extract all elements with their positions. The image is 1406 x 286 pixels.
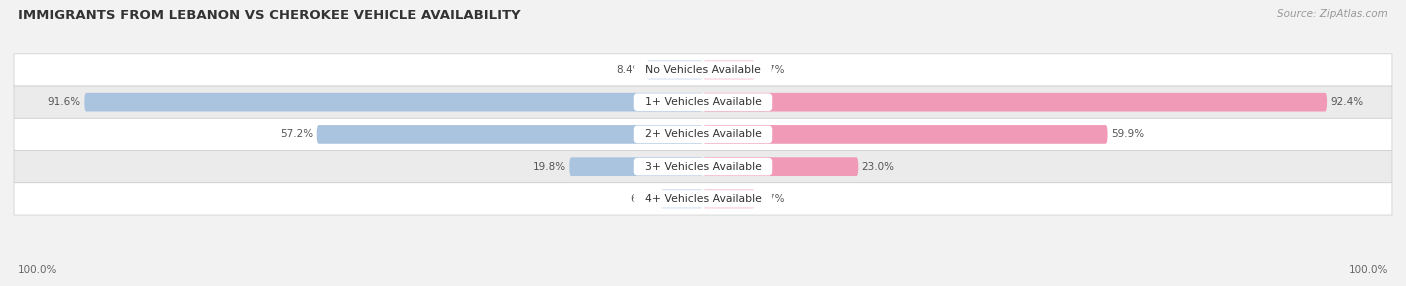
Text: 59.9%: 59.9% [1111,130,1144,139]
Text: 8.4%: 8.4% [616,65,643,75]
Text: No Vehicles Available: No Vehicles Available [638,65,768,75]
Text: 4+ Vehicles Available: 4+ Vehicles Available [637,194,769,204]
FancyBboxPatch shape [703,125,1108,144]
FancyBboxPatch shape [14,183,1392,215]
Text: 57.2%: 57.2% [280,130,314,139]
Text: 7.7%: 7.7% [758,65,785,75]
Text: IMMIGRANTS FROM LEBANON VS CHEROKEE VEHICLE AVAILABILITY: IMMIGRANTS FROM LEBANON VS CHEROKEE VEHI… [18,9,520,21]
FancyBboxPatch shape [703,157,858,176]
Text: 100.0%: 100.0% [18,265,58,275]
FancyBboxPatch shape [703,190,755,208]
Text: 91.6%: 91.6% [48,97,82,107]
Text: 100.0%: 100.0% [1348,265,1388,275]
FancyBboxPatch shape [14,86,1392,118]
FancyBboxPatch shape [703,61,755,79]
FancyBboxPatch shape [703,93,1327,112]
Text: 7.7%: 7.7% [758,194,785,204]
Text: Source: ZipAtlas.com: Source: ZipAtlas.com [1277,9,1388,19]
FancyBboxPatch shape [661,190,703,208]
FancyBboxPatch shape [647,61,703,79]
FancyBboxPatch shape [14,118,1392,150]
Text: 92.4%: 92.4% [1330,97,1364,107]
FancyBboxPatch shape [14,54,1392,86]
FancyBboxPatch shape [84,93,703,112]
Text: 6.3%: 6.3% [630,194,657,204]
Text: 2+ Vehicles Available: 2+ Vehicles Available [637,130,769,139]
Text: 3+ Vehicles Available: 3+ Vehicles Available [637,162,769,172]
Text: 1+ Vehicles Available: 1+ Vehicles Available [637,97,769,107]
Text: 19.8%: 19.8% [533,162,565,172]
FancyBboxPatch shape [14,150,1392,183]
FancyBboxPatch shape [569,157,703,176]
Text: 23.0%: 23.0% [862,162,894,172]
FancyBboxPatch shape [316,125,703,144]
